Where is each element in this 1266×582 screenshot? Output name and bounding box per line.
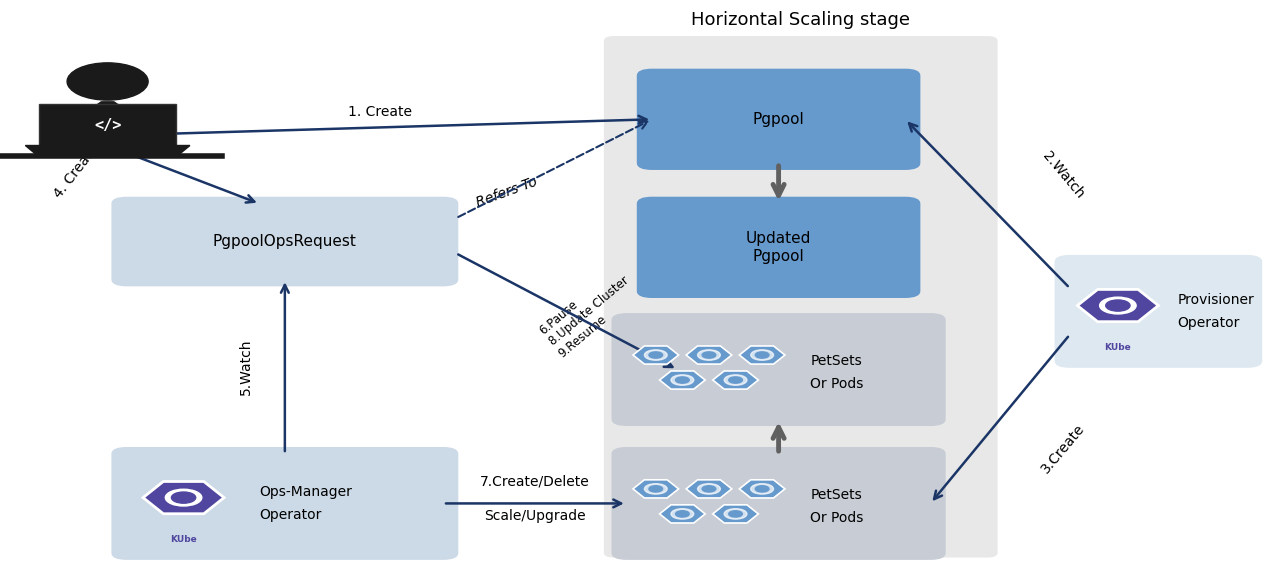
Text: KUbe: KUbe: [170, 535, 197, 544]
FancyBboxPatch shape: [111, 447, 458, 560]
FancyBboxPatch shape: [611, 447, 946, 560]
Circle shape: [729, 377, 742, 383]
Text: Operator: Operator: [1177, 316, 1239, 330]
Circle shape: [724, 375, 747, 385]
Text: Updated
Pgpool: Updated Pgpool: [746, 231, 812, 264]
Circle shape: [676, 377, 689, 383]
Circle shape: [644, 350, 667, 360]
Text: KUbe: KUbe: [1104, 343, 1132, 352]
FancyBboxPatch shape: [637, 197, 920, 298]
Circle shape: [1100, 297, 1136, 314]
Text: Pgpool: Pgpool: [753, 112, 804, 127]
Circle shape: [649, 352, 662, 358]
Text: 5.Watch: 5.Watch: [239, 338, 253, 395]
FancyBboxPatch shape: [1055, 255, 1262, 368]
Circle shape: [751, 484, 774, 494]
Text: Horizontal Scaling stage: Horizontal Scaling stage: [691, 11, 910, 29]
Text: PetSets: PetSets: [810, 488, 862, 502]
Circle shape: [698, 484, 720, 494]
Circle shape: [166, 489, 201, 506]
Text: 3.Create: 3.Create: [1039, 421, 1087, 475]
Circle shape: [756, 486, 768, 492]
Text: PetSets: PetSets: [810, 354, 862, 368]
Text: Operator: Operator: [260, 508, 322, 522]
Text: Provisioner: Provisioner: [1177, 293, 1255, 307]
Circle shape: [676, 511, 689, 517]
Circle shape: [671, 509, 694, 519]
Polygon shape: [25, 146, 190, 156]
FancyBboxPatch shape: [604, 36, 998, 558]
Text: PgpoolOpsRequest: PgpoolOpsRequest: [213, 234, 357, 249]
Circle shape: [751, 350, 774, 360]
Text: 4. Create: 4. Create: [51, 142, 101, 201]
Text: </>: </>: [94, 118, 122, 133]
Text: 1. Create: 1. Create: [348, 105, 411, 119]
Circle shape: [67, 63, 148, 100]
Circle shape: [703, 486, 715, 492]
Text: 2.Watch: 2.Watch: [1039, 148, 1087, 201]
Circle shape: [671, 375, 694, 385]
Text: Ops-Manager: Ops-Manager: [260, 485, 352, 499]
FancyBboxPatch shape: [111, 197, 458, 286]
Circle shape: [703, 352, 715, 358]
Circle shape: [756, 352, 768, 358]
Text: Scale/Upgrade: Scale/Upgrade: [484, 509, 586, 523]
FancyBboxPatch shape: [611, 313, 946, 426]
Circle shape: [644, 484, 667, 494]
FancyBboxPatch shape: [637, 69, 920, 170]
FancyBboxPatch shape: [39, 104, 176, 147]
Text: Or Pods: Or Pods: [810, 511, 863, 525]
Polygon shape: [67, 102, 148, 125]
Text: 6.Pause
8.Update Cluster
9.Resume: 6.Pause 8.Update Cluster 9.Resume: [537, 263, 641, 360]
Circle shape: [1105, 300, 1131, 311]
Circle shape: [649, 486, 662, 492]
Text: 7.Create/Delete: 7.Create/Delete: [480, 475, 590, 489]
Circle shape: [724, 509, 747, 519]
Circle shape: [698, 350, 720, 360]
Text: Or Pods: Or Pods: [810, 377, 863, 391]
Text: Refers To: Refers To: [473, 175, 539, 210]
Circle shape: [729, 511, 742, 517]
Circle shape: [171, 492, 196, 503]
